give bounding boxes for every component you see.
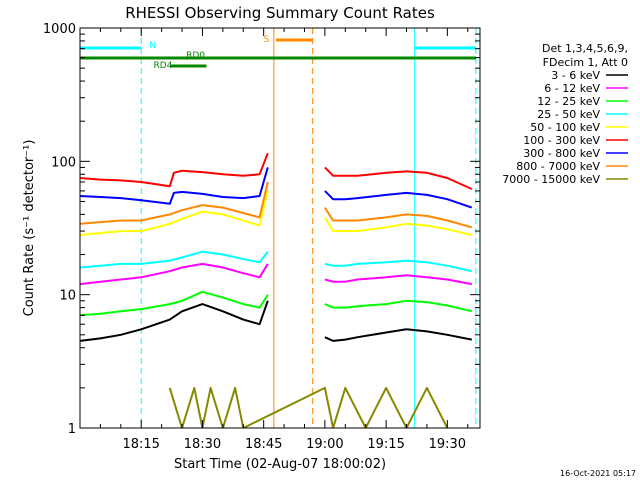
legend-label-1: 6 - 12 keV <box>544 82 600 95</box>
legend-label-4: 50 - 100 keV <box>530 121 600 134</box>
x-axis-label: Start Time (02-Aug-07 18:00:02) <box>174 457 386 472</box>
plot-frame <box>79 27 481 429</box>
series-line-4 <box>80 190 473 236</box>
legend: Det 1,3,4,5,6,9,FDecim 1, Att 03 - 6 keV… <box>502 42 628 186</box>
series-line-5 <box>80 152 473 190</box>
plot-area: N RD0 RD4 S <box>80 28 477 428</box>
legend-label-5: 100 - 300 keV <box>523 134 600 147</box>
chart-title: RHESSI Observing Summary Count Rates <box>125 4 435 22</box>
x-tick-label-5: 19:30 <box>429 437 466 452</box>
series-line-1 <box>80 262 472 286</box>
y-axis-ticks: 1 10 100 1000 <box>43 22 480 437</box>
y-tick-label-1: 10 <box>59 289 76 304</box>
x-tick-label-4: 19:15 <box>367 437 404 452</box>
legend-label-2: 12 - 25 keV <box>537 95 600 108</box>
series-line-8 <box>168 386 449 428</box>
footer-timestamp: 16-Oct-2021 05:17 <box>560 469 636 478</box>
legend-header-0: Det 1,3,4,5,6,9, <box>542 42 628 55</box>
x-axis-ticks: 18:15 18:30 18:45 19:00 19:15 19:30 <box>99 28 469 452</box>
series-line-0 <box>80 300 472 342</box>
x-tick-label-3: 19:00 <box>306 437 343 452</box>
x-tick-label-0: 18:15 <box>122 437 159 452</box>
annotation-s: S <box>264 35 270 45</box>
legend-label-0: 3 - 6 keV <box>551 69 600 82</box>
legend-header-1: FDecim 1, Att 0 <box>543 56 628 69</box>
y-tick-label-0: 1 <box>68 422 76 437</box>
legend-label-7: 800 - 7000 keV <box>516 160 600 173</box>
annotation-rd0: RD0 <box>186 51 205 61</box>
series-line-2 <box>80 290 473 317</box>
y-tick-label-2: 100 <box>51 155 76 170</box>
y-tick-label-3: 1000 <box>43 22 76 37</box>
annotation-rd4: RD4 <box>153 61 172 71</box>
x-tick-label-2: 18:45 <box>245 437 282 452</box>
annotation-n: N <box>149 41 156 51</box>
series-line-6 <box>80 167 473 209</box>
series-line-7 <box>80 181 473 229</box>
x-tick-label-1: 18:30 <box>184 437 221 452</box>
legend-label-8: 7000 - 15000 keV <box>502 173 600 186</box>
y-axis-label: Count Rate (s⁻¹ detector⁻¹) <box>22 140 37 317</box>
legend-label-3: 25 - 50 keV <box>537 108 600 121</box>
legend-label-6: 300 - 800 keV <box>523 147 600 160</box>
series-line-3 <box>80 250 473 273</box>
